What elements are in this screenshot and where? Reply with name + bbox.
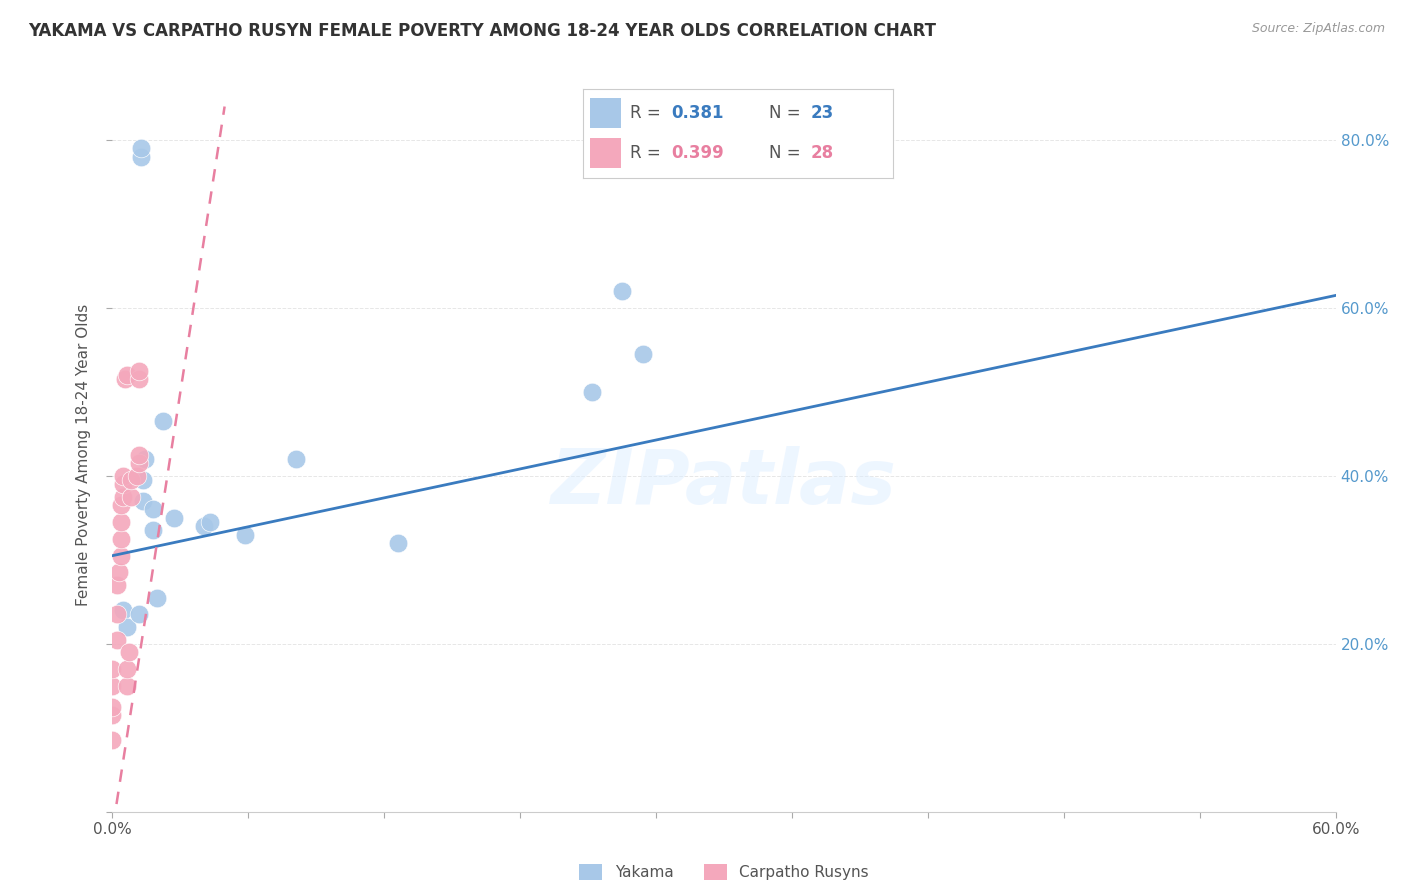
Bar [589,138,620,168]
Point [101,699,124,714]
Text: N =: N = [769,103,806,122]
Point [610,284,633,298]
Point [128,456,150,470]
Point [387,536,409,550]
Text: R =: R = [630,144,666,162]
Point [142,524,165,538]
Text: 0.399: 0.399 [672,144,724,162]
Point [110,498,132,512]
Point [284,452,308,467]
Point [200,515,222,529]
Point [132,494,155,508]
Text: R =: R = [630,103,666,122]
Point [193,519,215,533]
Point [128,448,150,462]
Point [115,368,138,383]
Text: Source: ZipAtlas.com: Source: ZipAtlas.com [1251,22,1385,36]
Point [110,549,132,563]
Point [631,347,654,361]
Point [125,469,148,483]
Point [128,364,150,378]
Point [129,141,152,155]
Point [163,511,186,525]
Point [114,372,136,386]
Point [110,532,132,546]
Point [111,469,134,483]
Point [118,645,141,659]
Point [581,384,603,399]
Point [107,566,129,580]
Y-axis label: Female Poverty Among 18-24 Year Olds: Female Poverty Among 18-24 Year Olds [76,304,91,606]
Point [110,515,132,529]
Point [120,490,142,504]
Point [134,452,156,467]
Point [152,414,174,428]
Point [146,591,169,605]
Point [233,527,256,541]
Point [132,473,155,487]
Point [105,607,128,622]
Point [128,372,150,386]
Bar [589,98,620,128]
Point [111,477,134,491]
Point [101,679,124,693]
Point [101,733,124,747]
Point [128,607,150,622]
Text: 28: 28 [811,144,834,162]
Point [120,473,142,487]
Point [111,490,134,504]
Point [111,603,134,617]
Point [101,662,124,676]
Text: ZIPatlas: ZIPatlas [551,447,897,520]
Point [115,662,138,676]
Legend: Yakama, Carpatho Rusyns: Yakama, Carpatho Rusyns [574,858,875,886]
Point [115,620,138,634]
Text: 0.381: 0.381 [672,103,724,122]
Point [129,150,152,164]
Point [142,502,165,516]
Text: 23: 23 [811,103,834,122]
Point [105,578,128,592]
Point [115,679,138,693]
Point [101,708,124,723]
Point [105,632,128,647]
Text: YAKAMA VS CARPATHO RUSYN FEMALE POVERTY AMONG 18-24 YEAR OLDS CORRELATION CHART: YAKAMA VS CARPATHO RUSYN FEMALE POVERTY … [28,22,936,40]
Text: N =: N = [769,144,806,162]
